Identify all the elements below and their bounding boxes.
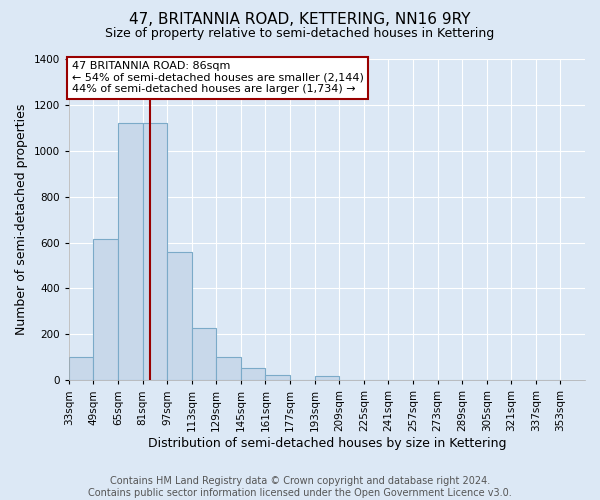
Y-axis label: Number of semi-detached properties: Number of semi-detached properties bbox=[15, 104, 28, 336]
Bar bbox=[192, 328, 217, 380]
Bar bbox=[143, 124, 167, 380]
Bar bbox=[118, 124, 143, 380]
Text: 47 BRITANNIA ROAD: 86sqm
← 54% of semi-detached houses are smaller (2,144)
44% o: 47 BRITANNIA ROAD: 86sqm ← 54% of semi-d… bbox=[72, 62, 364, 94]
Bar bbox=[94, 239, 118, 380]
Bar bbox=[265, 374, 290, 380]
Bar bbox=[241, 368, 265, 380]
Bar bbox=[167, 252, 192, 380]
Bar bbox=[69, 358, 94, 380]
Text: Size of property relative to semi-detached houses in Kettering: Size of property relative to semi-detach… bbox=[106, 28, 494, 40]
Text: 47, BRITANNIA ROAD, KETTERING, NN16 9RY: 47, BRITANNIA ROAD, KETTERING, NN16 9RY bbox=[129, 12, 471, 28]
Bar bbox=[314, 376, 339, 380]
X-axis label: Distribution of semi-detached houses by size in Kettering: Distribution of semi-detached houses by … bbox=[148, 437, 506, 450]
Bar bbox=[217, 358, 241, 380]
Text: Contains HM Land Registry data © Crown copyright and database right 2024.
Contai: Contains HM Land Registry data © Crown c… bbox=[88, 476, 512, 498]
